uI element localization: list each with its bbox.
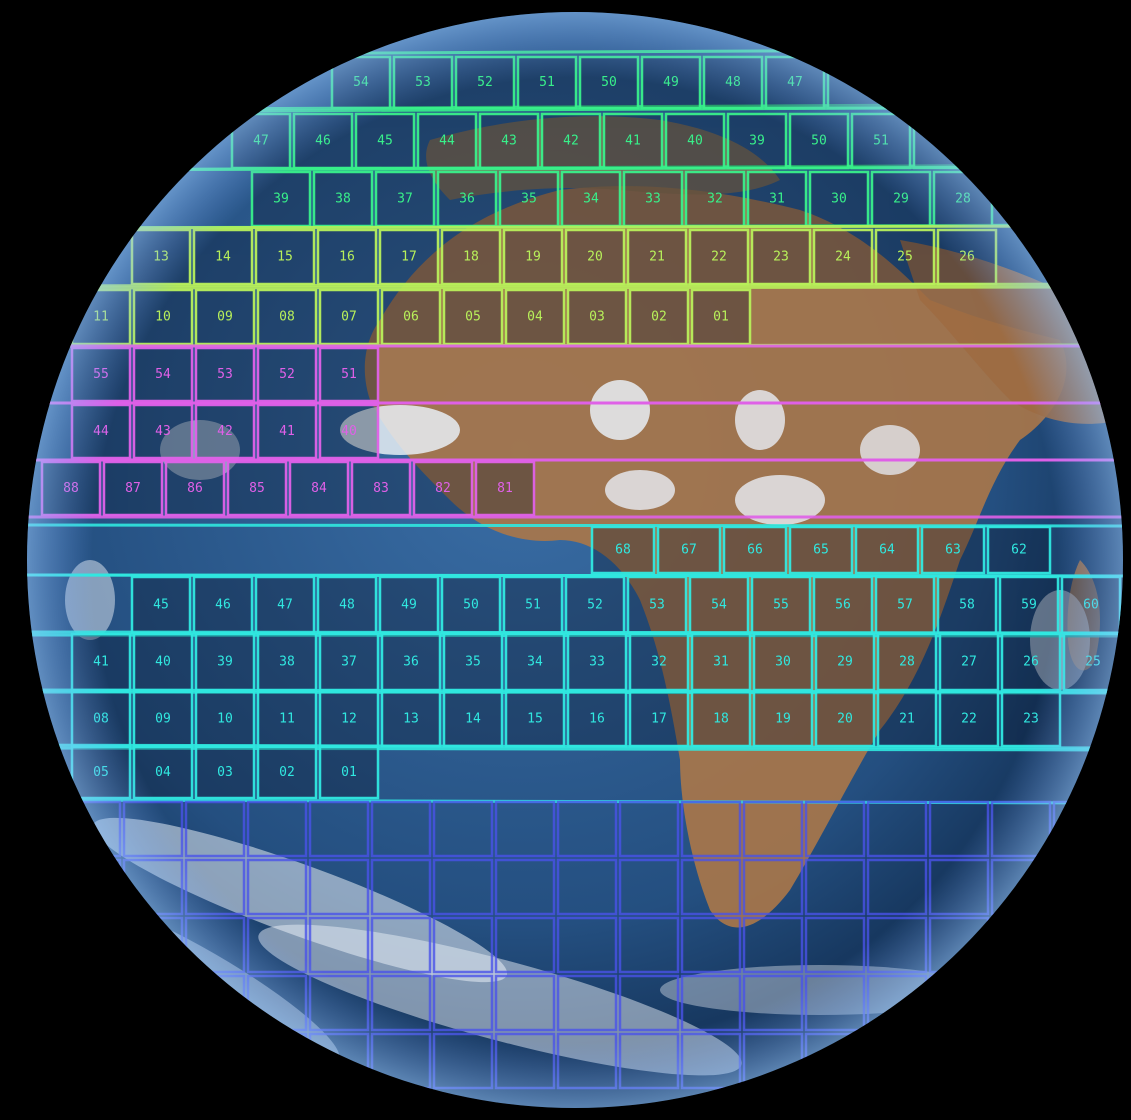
- grid-cell-label: 52: [935, 134, 951, 149]
- grid-cell[interactable]: [1074, 55, 1131, 110]
- grid-cell[interactable]: [1036, 112, 1098, 170]
- grid-cell[interactable]: [1114, 974, 1131, 1032]
- grid-cell[interactable]: [928, 974, 990, 1032]
- earth-globe: 5453525150494847464544434241403947464544…: [27, 12, 1131, 1108]
- grid-cell[interactable]: [1114, 916, 1131, 974]
- grid-cell[interactable]: [974, 112, 1036, 170]
- grid-cell[interactable]: [1052, 800, 1114, 858]
- grid-cell[interactable]: [990, 974, 1052, 1032]
- grid-cell-label: 54: [1059, 134, 1075, 149]
- grid-cell[interactable]: [1012, 55, 1074, 110]
- grid-cell[interactable]: [990, 916, 1052, 974]
- grid-cell[interactable]: [1052, 916, 1114, 974]
- grid-cell[interactable]: [246, 1032, 308, 1090]
- grid-cell-label: 43: [1035, 75, 1051, 90]
- grid-cell[interactable]: [888, 55, 950, 110]
- grid-cell[interactable]: [1052, 858, 1114, 916]
- grid-cell[interactable]: [184, 1032, 246, 1090]
- grid-cell[interactable]: [928, 1032, 990, 1090]
- grid-cell[interactable]: [950, 55, 1012, 110]
- grid-cell[interactable]: [866, 1032, 928, 1090]
- atmosphere-limb: [27, 12, 1123, 1108]
- grid-cell[interactable]: [60, 858, 122, 916]
- grid-cell[interactable]: [1052, 1032, 1114, 1090]
- grid-cell-label: 42: [1097, 75, 1113, 90]
- grid-cell[interactable]: [1114, 800, 1131, 858]
- grid-cell[interactable]: [60, 974, 122, 1032]
- grid-cell[interactable]: [1052, 974, 1114, 1032]
- grid-cell[interactable]: [60, 916, 122, 974]
- grid-cell[interactable]: [60, 1032, 122, 1090]
- grid-cell[interactable]: [122, 974, 184, 1032]
- grid-cell[interactable]: [122, 1032, 184, 1090]
- grid-cell[interactable]: [1114, 1032, 1131, 1090]
- grid-cell-label: 53: [997, 134, 1013, 149]
- grid-cell[interactable]: [1114, 858, 1131, 916]
- grid-cell[interactable]: [990, 1032, 1052, 1090]
- grid-cell-label: 44: [973, 75, 989, 90]
- grid-cell-label: 45: [911, 75, 927, 90]
